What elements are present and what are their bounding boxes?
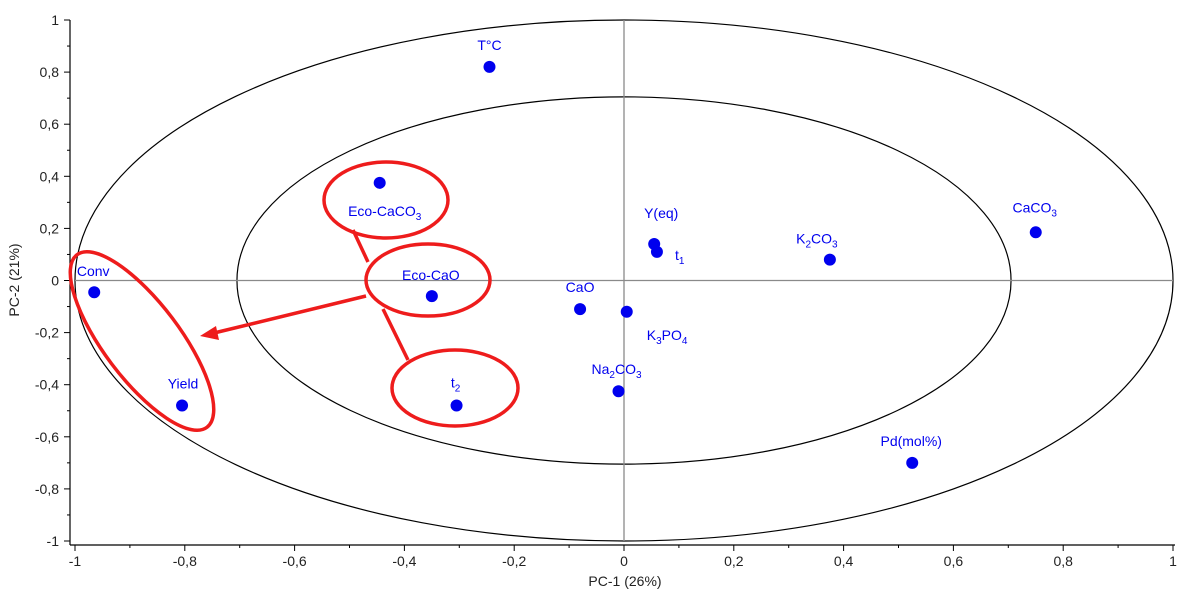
highlight-annotations: [68, 160, 520, 432]
y-tick-label: 0,4: [40, 168, 60, 184]
data-point: [483, 60, 496, 73]
x-tick-label: 0,2: [724, 553, 744, 569]
x-tick-label: -0,2: [502, 553, 526, 569]
data-point: [574, 303, 587, 316]
point-label: T°C: [477, 37, 501, 53]
x-tick-label: -0,4: [392, 553, 416, 569]
data-point: [823, 253, 836, 266]
data-point: [425, 290, 438, 303]
y-tick-label: 0,2: [40, 220, 60, 236]
arrow-shaft: [213, 294, 367, 335]
point-label: t1: [675, 247, 685, 267]
x-tick-label: -1: [69, 553, 82, 569]
y-tick-label: 0,6: [40, 116, 60, 132]
point-labels: T°C Eco-CaCO3 Y(eq) t1 K2CO3 CaCO3 Conv Eco-CaO…: [77, 37, 1058, 449]
y-tick-label: -0,4: [35, 377, 59, 393]
x-tick-label: 0,4: [834, 553, 854, 569]
point-label: t2: [451, 375, 461, 395]
data-point: [650, 245, 663, 258]
point-label: K3PO4: [647, 327, 688, 347]
point-label: K2CO3: [796, 231, 838, 251]
x-tick-label: 0,6: [944, 553, 964, 569]
x-axis-title: PC-1 (26%): [588, 573, 661, 589]
point-label: Eco-CaCO3: [348, 203, 422, 223]
data-point: [176, 399, 189, 412]
x-tick-label: 0,8: [1053, 553, 1073, 569]
y-tick-label: 0,8: [40, 64, 60, 80]
data-points: [88, 60, 1042, 469]
data-point: [620, 305, 633, 318]
point-label: CaO: [566, 279, 595, 295]
arrow-head: [200, 326, 219, 340]
x-tick-label: 0: [620, 553, 628, 569]
y-tick-label: -0,8: [35, 481, 59, 497]
highlight-ellipse-eco-cao: [364, 242, 492, 318]
data-point: [373, 176, 386, 189]
point-label: Conv: [77, 263, 110, 279]
point-label: Eco-CaO: [402, 267, 460, 283]
highlight-ellipse-eco-caco3: [322, 160, 450, 240]
y-tick-label: 1: [51, 12, 59, 28]
y-tick-label: 0: [51, 273, 59, 289]
x-tick-label: -0,6: [283, 553, 307, 569]
x-tick-label: 1: [1169, 553, 1177, 569]
origin-reference-lines: [75, 20, 1173, 541]
data-point: [612, 385, 625, 398]
point-label: Pd(mol%): [880, 433, 941, 449]
point-label: Y(eq): [644, 205, 678, 221]
highlight-ellipse-t2: [390, 348, 520, 428]
point-label: Yield: [168, 376, 199, 392]
point-label: Na2CO3: [591, 361, 641, 381]
connector-line-lower: [381, 308, 410, 361]
point-label: CaCO3: [1013, 199, 1058, 219]
data-point: [450, 399, 463, 412]
highlight-ellipse-conv-yield: [68, 250, 216, 432]
data-point: [906, 456, 919, 469]
y-tick-label: -1: [47, 533, 60, 549]
x-tick-label: -0,8: [173, 553, 197, 569]
y-tick-label: -0,6: [35, 429, 59, 445]
y-axis-ticks: 1 0,8 0,6 0,4 0,2 0 -0,2 -0,4 -0,6 -0,8 -1: [35, 12, 70, 549]
y-tick-label: -0,2: [35, 325, 59, 341]
connector-line-upper: [351, 229, 370, 263]
y-axis-title: PC-2 (21%): [6, 243, 22, 316]
data-point: [88, 286, 101, 299]
data-point: [1029, 226, 1042, 239]
x-axis-ticks: -1 -0,8 -0,6 -0,4 -0,2 0 0,2 0,4 0,6 0,8 1: [69, 545, 1177, 569]
